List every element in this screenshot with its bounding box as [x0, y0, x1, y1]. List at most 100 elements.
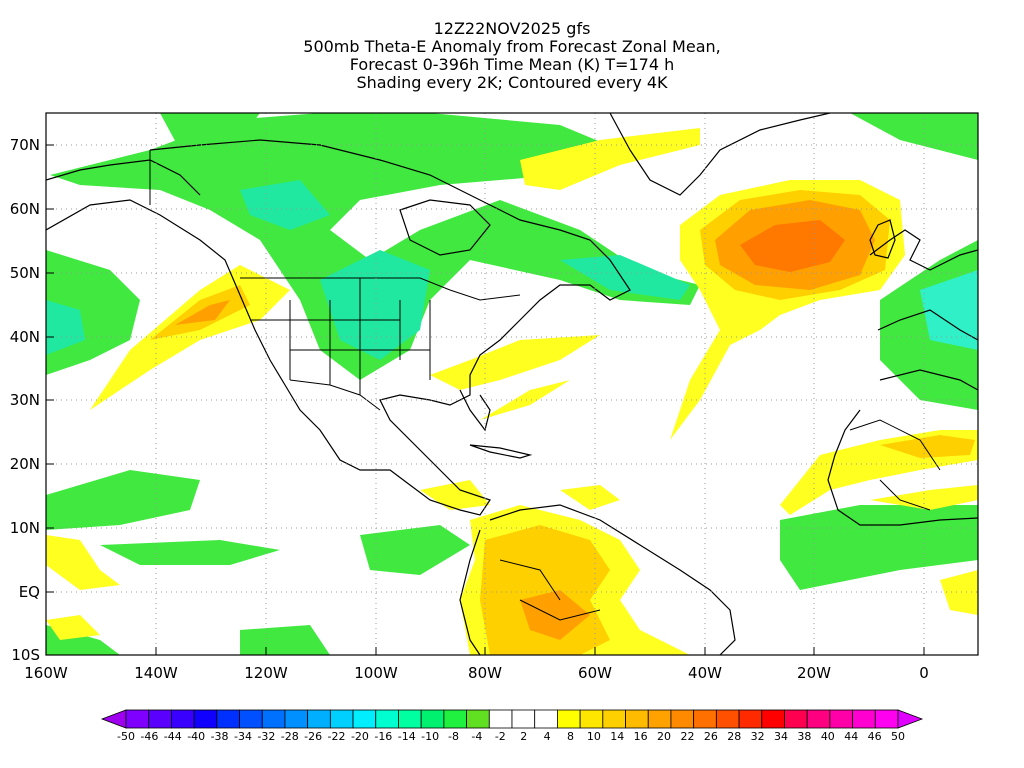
colorbar-label: 38 [797, 730, 811, 743]
colorbar-box [466, 709, 490, 729]
lat-label-70n: 70N [10, 136, 40, 154]
yellow-anomaly-southeast-us [430, 335, 600, 390]
colorbar-box [511, 709, 536, 729]
colorbar-label: -20 [351, 730, 369, 743]
lat-label-30n: 30N [10, 391, 40, 409]
green-anomaly-central-pacific [360, 525, 470, 575]
border-south-america [499, 559, 601, 621]
latitude-labels: 70N 60N 50N 40N 30N 20N 10N EQ 10S [10, 136, 40, 664]
colorbar-box [420, 709, 445, 729]
green-anomaly-arctic [160, 113, 260, 150]
colorbar-box [670, 709, 695, 729]
yellow-anomaly-gulf-guinea [940, 570, 978, 615]
coastline-hudson [399, 199, 491, 256]
lat-label-eq: EQ [19, 583, 40, 601]
colorbar-label: -26 [304, 730, 322, 743]
lon-label-80w: 80W [468, 664, 502, 682]
colorbar-box [375, 709, 399, 729]
colorbar-label: 34 [774, 730, 788, 743]
colorbar-box [239, 709, 263, 729]
gold-anomaly-south-america [480, 525, 610, 655]
border-us-mexico [289, 379, 381, 411]
colorbar-label: 16 [634, 730, 648, 743]
colorbar-label: -8 [448, 730, 459, 743]
border-us-states [250, 278, 431, 395]
graticule [46, 113, 978, 655]
longitude-labels: 160W 140W 120W 100W 80W 60W 40W 20W 0 [24, 664, 929, 682]
colorbar-label: 26 [704, 730, 718, 743]
lat-label-50n: 50N [10, 264, 40, 282]
orange-anomaly-pacific-nw [175, 300, 230, 325]
coastline-uk [869, 219, 896, 259]
colorbar-label: 4 [544, 730, 551, 743]
lon-label-120w: 120W [244, 664, 288, 682]
lon-label-100w: 100W [354, 664, 398, 682]
colorbar-label: -44 [164, 730, 182, 743]
orange-anomaly-south-america [520, 590, 590, 640]
lon-label-60w: 60W [578, 664, 612, 682]
coastline-greenland [609, 113, 831, 196]
coastline-cuba [469, 444, 533, 459]
colorbar-box [307, 709, 331, 729]
title-line-4: Shading every 2K; Contoured every 4K [356, 73, 668, 92]
title-line-1: 12Z22NOV2025 gfs [433, 19, 591, 38]
colorbar-box [284, 709, 309, 729]
colorbar-label: 50 [891, 730, 905, 743]
axis-ticks [46, 144, 925, 655]
yellow-anomaly-south-pacific [46, 615, 100, 640]
colorbar-label: 14 [610, 730, 624, 743]
colorbar-box [738, 709, 763, 729]
lon-label-0: 0 [919, 664, 929, 682]
colorbar-label: -22 [328, 730, 346, 743]
yellow-anomaly-greenland [520, 128, 700, 190]
colorbar-label: -4 [471, 730, 482, 743]
colorbar-label: -28 [281, 730, 299, 743]
colorbar-box [579, 709, 604, 729]
teal-anomaly-europe [920, 270, 978, 350]
coastline-north-america [46, 139, 631, 516]
lat-label-40n: 40N [10, 328, 40, 346]
map-frame [45, 112, 979, 656]
colorbar-label: 22 [680, 730, 694, 743]
colorbar-label: -32 [257, 730, 275, 743]
colorbar-box [148, 709, 172, 729]
colorbar-label: 28 [727, 730, 741, 743]
colorbar-label: 40 [821, 730, 835, 743]
title-line-3: Forecast 0-396h Time Mean (K) T=174 h [349, 55, 675, 74]
coastline-south-america [459, 504, 736, 655]
green-anomaly-canada [50, 113, 700, 380]
colorbar-box [171, 709, 195, 729]
colorbar-box [852, 709, 876, 729]
lat-label-60n: 60N [10, 200, 40, 218]
colorbar-label: -46 [140, 730, 158, 743]
coastline-africa [827, 409, 978, 526]
colorbar-label: 10 [587, 730, 601, 743]
colorbar-label: 8 [567, 730, 574, 743]
lon-label-140w: 140W [134, 664, 178, 682]
lat-label-10n: 10N [10, 519, 40, 537]
colorbar-box [488, 709, 513, 729]
colorbar-box [602, 709, 626, 729]
lon-label-40w: 40W [688, 664, 722, 682]
colorbar-label: -40 [187, 730, 205, 743]
colorbar-box [193, 709, 218, 729]
border-africa [849, 419, 941, 511]
yellow-anomaly-west-africa [870, 485, 978, 510]
colorbar-label: 32 [751, 730, 765, 743]
colorbar-label: -50 [117, 730, 135, 743]
lon-label-20w: 20W [797, 664, 831, 682]
colorbar: -50 -46 -44 -40 -38 -34 -32 -28 -26 -22 -20 -16 -14-… [100, 709, 924, 743]
lat-label-20n: 20N [10, 455, 40, 473]
anomaly-shading [46, 113, 978, 655]
teal-anomaly-canada [240, 180, 330, 230]
lat-label-10s: 10S [11, 646, 40, 664]
colorbar-box [693, 709, 717, 729]
colorbar-box [829, 709, 853, 729]
green-anomaly-equatorial-pacific [100, 540, 280, 565]
green-anomaly-south [240, 625, 330, 655]
colorbar-box [352, 709, 377, 729]
colorbar-box [329, 709, 354, 729]
green-anomaly-tropical-pacific [46, 470, 200, 530]
colorbar-box [534, 709, 558, 729]
